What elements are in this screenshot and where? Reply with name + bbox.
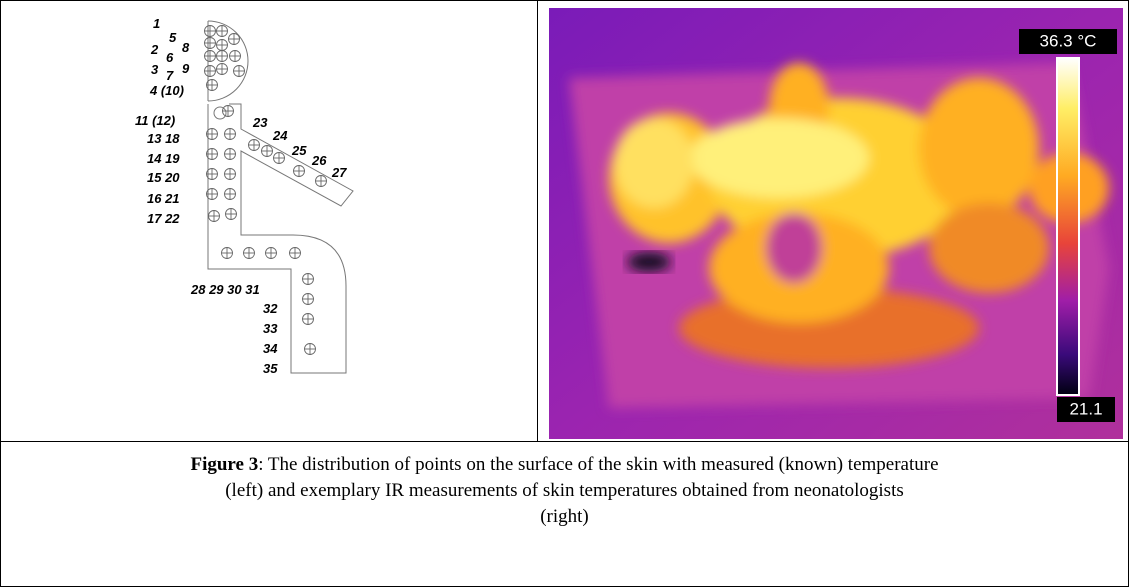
measurement-point	[207, 80, 218, 91]
measurement-point	[222, 248, 233, 259]
body-outline	[208, 104, 353, 373]
measurement-point	[303, 294, 314, 305]
point-label: 35	[263, 361, 278, 376]
point-label: 34	[263, 341, 278, 356]
caption-text: : The distribution of points on the surf…	[258, 454, 938, 475]
measurement-point	[209, 211, 220, 222]
measurement-point	[217, 40, 228, 51]
measurement-point	[223, 106, 234, 117]
measurement-point	[305, 344, 316, 355]
point-label: 16 21	[147, 191, 180, 206]
point-label: 17 22	[147, 211, 180, 226]
measurement-point	[225, 169, 236, 180]
measurement-point	[303, 274, 314, 285]
max-label: 36.3 °C	[1040, 31, 1097, 50]
measurement-point	[205, 51, 216, 62]
point-label: 1	[153, 16, 160, 31]
point-label: 24	[272, 128, 288, 143]
color-scale	[1057, 58, 1079, 395]
measurement-point	[207, 129, 218, 140]
measurement-point	[205, 38, 216, 49]
measurement-point	[249, 140, 260, 151]
measurement-point	[225, 129, 236, 140]
measurement-point	[207, 149, 218, 160]
point-label: 3	[151, 62, 159, 77]
measurement-point	[244, 248, 255, 259]
measurement-point	[266, 248, 277, 259]
measurement-point	[217, 26, 228, 37]
measurement-point	[225, 189, 236, 200]
caption-line: (left) and exemplary IR measurements of …	[0, 478, 1129, 504]
measurement-point	[205, 66, 216, 77]
point-label: 33	[263, 321, 278, 336]
point-label: 8	[182, 40, 190, 55]
point-label: 2	[150, 42, 159, 57]
caption-line: (right)	[0, 504, 1129, 530]
point-label: 7	[166, 68, 174, 83]
measurement-point	[229, 34, 240, 45]
point-label: 26	[311, 153, 327, 168]
neck-point	[214, 107, 226, 119]
measurement-point	[217, 64, 228, 75]
measurement-point	[226, 209, 237, 220]
measurement-point	[230, 51, 241, 62]
measurement-point	[303, 314, 314, 325]
measurement-point	[262, 146, 273, 157]
point-label: 32	[263, 301, 278, 316]
point-label: 6	[166, 50, 174, 65]
point-label: 14 19	[147, 151, 180, 166]
measurement-point	[225, 149, 236, 160]
point-label: 15 20	[147, 170, 180, 185]
measurement-point	[234, 66, 245, 77]
measurement-point	[207, 169, 218, 180]
measurement-point	[290, 248, 301, 259]
point-label: 25	[291, 143, 307, 158]
measurement-point	[217, 51, 228, 62]
measurement-point	[205, 26, 216, 37]
point-label: 5	[169, 30, 177, 45]
measurement-point	[294, 166, 305, 177]
point-label: 4 (10)	[149, 83, 184, 98]
measurement-point	[316, 176, 327, 187]
point-label: 28 29 30 31	[190, 282, 260, 297]
point-label: 11 (12)	[135, 113, 175, 128]
caption: Figure 3: The distribution of points on …	[0, 452, 1129, 530]
point-label: 27	[331, 165, 347, 180]
caption-line: Figure 3: The distribution of points on …	[0, 452, 1129, 478]
point-label: 23	[252, 115, 268, 130]
thermal-image: 36.3 °C 21.1	[549, 8, 1123, 439]
caption-label: Figure 3	[190, 454, 258, 475]
page: 152683794 (10)11 (12)13 1814 1915 2016 2…	[0, 0, 1129, 587]
head-outline	[208, 21, 248, 101]
point-label: 13 18	[147, 131, 180, 146]
min-label: 21.1	[1069, 399, 1102, 418]
measurement-point	[207, 189, 218, 200]
cold-spot	[627, 252, 671, 272]
measurement-point	[274, 153, 285, 164]
point-label: 9	[182, 61, 190, 76]
